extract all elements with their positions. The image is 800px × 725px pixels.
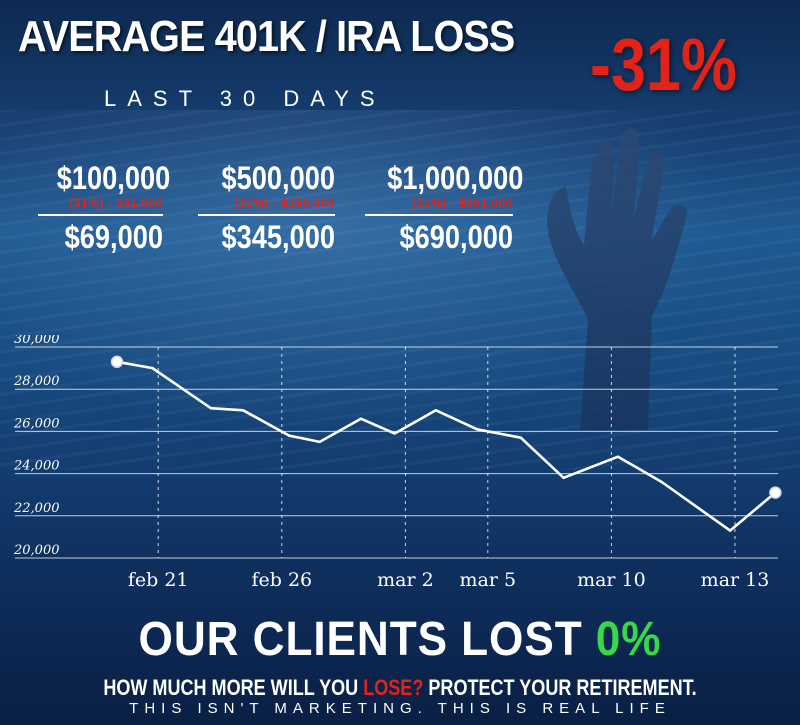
y-tick-label: 30,000 — [14, 335, 60, 347]
x-tick-label: feb 21 — [128, 569, 189, 591]
data-point — [519, 436, 522, 439]
line-chart: 20,000 22,000 24,000 26,000 28,000 30,000 feb … — [13, 335, 782, 591]
example-divider — [365, 214, 513, 216]
y-tick-label: 26,000 — [13, 416, 60, 431]
data-point — [660, 480, 663, 484]
data-point — [151, 366, 154, 370]
example-before-amount: $500,000 — [221, 160, 335, 196]
data-point — [562, 476, 565, 480]
chart-subtitle: LAST 30 DAYS — [104, 86, 386, 111]
headline-zero-percent: 0% — [595, 613, 662, 666]
x-tick-label: feb 26 — [251, 569, 312, 591]
data-point — [728, 529, 732, 532]
example-after-amount: $690,000 — [399, 219, 513, 255]
data-point — [241, 409, 245, 412]
drowning-hand-image — [547, 128, 687, 430]
data-point — [359, 417, 363, 420]
data-point — [318, 440, 321, 444]
example-before-amount: $1,000,000 — [387, 160, 524, 196]
data-point — [110, 355, 124, 369]
clients-lost-headline: OUR CLIENTS LOST 0% — [32, 612, 768, 667]
data-point — [288, 434, 291, 437]
loss-percent-badge: -31% — [590, 23, 737, 106]
example-500k: $500,000 (31%) - $155,000 $345,000 — [198, 160, 335, 256]
y-tick-label: 20,000 — [13, 543, 60, 558]
example-loss-amount: (31%) - $155,000 — [234, 196, 335, 210]
headline-text: OUR CLIENTS LOST — [138, 613, 596, 666]
example-divider — [38, 214, 163, 216]
x-tick-label: mar 5 — [460, 569, 517, 591]
example-loss-amount: (31%) - $301,000 — [412, 196, 513, 210]
x-tick-label: mar 10 — [577, 569, 646, 591]
example-100k: $100,000 (31%) - $31,000 $69,000 — [38, 160, 171, 256]
data-point — [209, 406, 213, 410]
chart-title: AVERAGE 401K / IRA LOSS — [18, 12, 515, 61]
example-before-amount: $100,000 — [56, 160, 171, 196]
data-point — [475, 428, 479, 431]
tagline: HOW MUCH MORE WILL YOU LOSE? PROTECT YOU… — [72, 675, 728, 701]
y-tick-label: 24,000 — [13, 459, 60, 474]
data-point — [616, 455, 620, 458]
x-tick-label: mar 13 — [701, 569, 770, 591]
y-tick-label: 22,000 — [13, 501, 60, 516]
disclaimer-text: THIS ISN'T MARKETING. THIS IS REAL LIFE — [129, 700, 671, 717]
example-1m: $1,000,000 (31%) - $301,000 $690,000 — [365, 160, 524, 256]
series-line — [116, 360, 777, 532]
example-after-amount: $345,000 — [221, 219, 335, 255]
example-divider — [198, 214, 335, 216]
data-point — [434, 409, 438, 412]
data-point — [769, 486, 782, 499]
data-point — [393, 432, 396, 435]
x-tick-label: mar 2 — [377, 569, 434, 591]
tagline-lose: LOSE? — [363, 675, 424, 700]
tagline-post: PROTECT YOUR RETIREMENT. — [423, 675, 697, 700]
y-tick-label: 28,000 — [13, 374, 60, 389]
example-loss-amount: (31%) - $31,000 — [69, 196, 163, 210]
example-after-amount: $69,000 — [64, 219, 163, 255]
tagline-pre: HOW MUCH MORE WILL YOU — [103, 675, 364, 700]
